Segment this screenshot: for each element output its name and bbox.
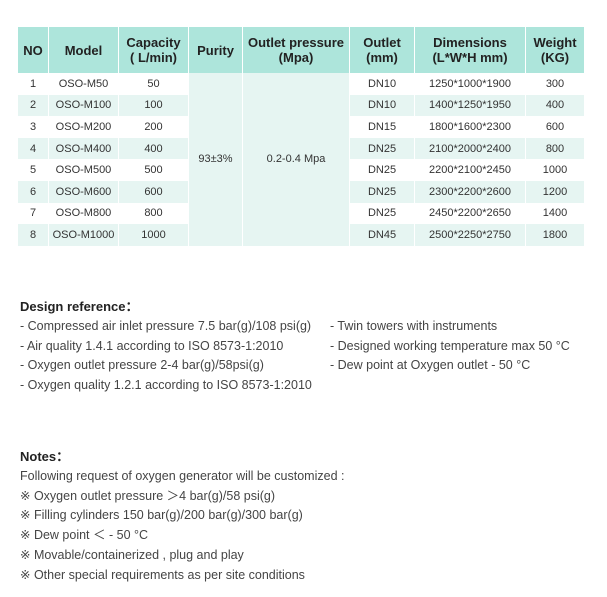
table-cell: DN25 <box>367 164 397 177</box>
note-item: ※ Other special requirements as per site… <box>20 567 305 582</box>
table-cell: 2200*2100*2450 <box>429 164 511 177</box>
table-cell: 2100*2000*2400 <box>415 137 525 160</box>
table-cell: 100 <box>119 94 188 117</box>
table-row: 6 OSO-M600 600 DN25 2300*2200*2600 1200 <box>18 180 584 203</box>
table-row: 5 OSO-M500 500 DN25 2200*2100*2450 1000 <box>18 159 584 181</box>
note-item: ※ Dew point ＜ - 50 °C <box>20 528 149 543</box>
table-cell: OSO-M600 <box>49 180 118 203</box>
spec-table: NO Model Capacity ( L/min) Purity Outlet pre… <box>17 27 585 246</box>
table-cell: 1400*1250*1950 <box>415 94 525 117</box>
table-cell: 200 <box>144 120 163 133</box>
column-header: Capacity ( L/min) <box>119 27 188 73</box>
table-cell: 1800*1600*2300 <box>429 120 511 133</box>
table-cell: 3 <box>29 120 37 133</box>
table-cell: 1800 <box>526 224 584 246</box>
table-cell: 600 <box>119 180 188 203</box>
column-header: Outlet (mm) <box>350 27 414 73</box>
note-item: ※ Filling cylinders 150 bar(g)/200 bar(g… <box>20 508 303 523</box>
column-header: Outlet pressure (Mpa) <box>243 27 349 73</box>
table-cell: OSO-M1000 <box>49 224 118 246</box>
note-item: ※ Oxygen outlet pressure ＞4 bar(g)/58 ps… <box>20 488 276 503</box>
design-item: - Air quality 1.4.1 according to ISO 857… <box>20 338 284 353</box>
table-cell: OSO-M800 <box>55 207 112 220</box>
table-cell: DN25 <box>367 207 397 220</box>
table-cell: OSO-M50 <box>58 77 109 90</box>
table-row: 2 OSO-M100 100 DN10 1400*1250*1950 400 <box>18 94 584 117</box>
design-item: - Twin towers with instruments <box>330 318 498 333</box>
note-item: ※ Movable/containerized , plug and play <box>20 547 244 562</box>
table-row: 7 OSO-M800 800 DN25 2450*2200*2650 1400 <box>18 203 584 225</box>
table-cell: DN10 <box>367 77 397 90</box>
table-cell: 1000 <box>542 164 568 177</box>
table-cell: DN25 <box>350 180 414 203</box>
column-header: Purity <box>189 27 242 73</box>
table-cell: 800 <box>144 207 163 220</box>
design-item: - Oxygen outlet pressure 2-4 bar(g)/58ps… <box>20 358 264 373</box>
table-cell: 50 <box>147 77 160 90</box>
purity-cell: 93±3% <box>189 73 242 246</box>
design-item: - Oxygen quality 1.2.1 according to ISO … <box>20 378 312 393</box>
table-cell: 400 <box>119 137 188 160</box>
table-cell: 300 <box>545 77 565 90</box>
notes: Notes： Following request of oxygen gener… <box>20 447 344 586</box>
table-cell: 1250*1000*1900 <box>429 77 511 90</box>
table-row: 8 OSO-M1000 1000 DN45 2500*2250*2750 1800 <box>18 224 584 246</box>
design-item: - Designed working temperature max 50 °C <box>330 338 570 353</box>
design-title: Design reference： <box>20 299 139 314</box>
table-cell: DN45 <box>350 224 414 246</box>
table-cell: 1 <box>29 77 37 90</box>
table-cell: 4 <box>18 137 48 160</box>
column-header: NO <box>18 27 48 73</box>
table-cell: 800 <box>526 137 584 160</box>
table-cell: 6 <box>18 180 48 203</box>
table-cell: OSO-M400 <box>49 137 118 160</box>
table-cell: DN15 <box>367 120 397 133</box>
column-header: Weight (KG) <box>526 27 584 73</box>
column-header: Model <box>49 27 118 73</box>
table-cell: DN25 <box>350 137 414 160</box>
table-cell: 2 <box>18 94 48 117</box>
table-cell: 1400 <box>542 207 568 220</box>
table-cell: 2300*2200*2600 <box>415 180 525 203</box>
table-cell: 2450*2200*2650 <box>429 207 511 220</box>
table-row: 4 OSO-M400 400 DN25 2100*2000*2400 800 <box>18 137 584 160</box>
design-item: - Compressed air inlet pressure 7.5 bar(… <box>20 318 312 333</box>
design-item: - Dew point at Oxygen outlet - 50 °C <box>330 358 531 373</box>
table-cell: 1000 <box>119 224 188 246</box>
table-cell: OSO-M100 <box>49 94 118 117</box>
design-reference: Design reference： - Compressed air inlet… <box>20 297 570 396</box>
table-cell: 5 <box>29 164 37 177</box>
table-row: 3 OSO-M200 200 DN15 1800*1600*2300 600 <box>18 116 584 138</box>
notes-intro: Following request of oxygen generator wi… <box>20 468 345 483</box>
table-cell: 1200 <box>526 180 584 203</box>
notes-title: Notes： <box>20 449 70 464</box>
table-cell: 7 <box>29 207 37 220</box>
table-cell: 2500*2250*2750 <box>415 224 525 246</box>
column-header: Dimensions (L*W*H mm) <box>415 27 525 73</box>
table-cell: OSO-M200 <box>55 120 112 133</box>
table-row: 1 OSO-M50 50 93±3% 0.2-0.4 Mpa DN10 1250*1000*… <box>18 73 584 246</box>
table-cell: 8 <box>18 224 48 246</box>
table-cell: OSO-M500 <box>55 164 112 177</box>
table-cell: 600 <box>545 120 565 133</box>
table-cell: 500 <box>144 164 163 177</box>
table-cell: DN10 <box>350 94 414 117</box>
table-cell: 400 <box>526 94 584 117</box>
pressure-cell: 0.2-0.4 Mpa <box>243 73 349 246</box>
